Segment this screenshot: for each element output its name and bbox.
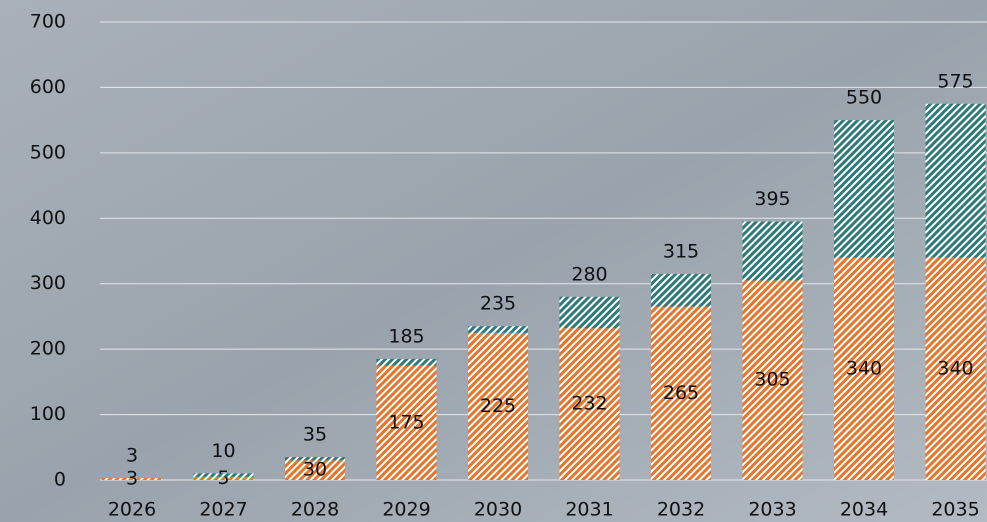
bar-label: 232 — [571, 393, 607, 415]
bar-label: 265 — [663, 382, 699, 404]
x-tick-label: 2034 — [840, 499, 888, 521]
bar-label: 225 — [480, 395, 516, 417]
y-tick-label: 0 — [54, 469, 66, 491]
bar-segment — [468, 326, 528, 333]
y-tick-label: 200 — [30, 338, 66, 360]
bar-label: 175 — [388, 411, 424, 433]
x-tick-label: 2027 — [199, 499, 247, 521]
y-tick-label: 600 — [30, 76, 66, 98]
total-label: 315 — [663, 240, 699, 262]
bar-segment — [834, 120, 894, 257]
bar-segment — [285, 457, 345, 460]
y-tick-label: 400 — [30, 207, 66, 229]
y-tick-label: 300 — [30, 272, 66, 294]
y-tick-label: 700 — [30, 11, 66, 33]
bar-segment — [743, 222, 803, 281]
bar-label: 5 — [217, 467, 229, 489]
total-label: 235 — [480, 293, 516, 315]
total-label: 10 — [211, 440, 235, 462]
total-label: 280 — [571, 263, 607, 285]
bar-label: 305 — [754, 369, 790, 391]
total-label: 395 — [754, 188, 790, 210]
total-label: 550 — [846, 87, 882, 109]
bar-label: 3 — [126, 468, 138, 490]
x-tick-label: 2031 — [565, 499, 613, 521]
total-label: 3 — [126, 445, 138, 467]
x-tick-label: 2030 — [474, 499, 522, 521]
x-tick-label: 2028 — [291, 499, 339, 521]
bar-label: 340 — [846, 357, 882, 379]
x-tick-label: 2029 — [382, 499, 430, 521]
bar-label: 340 — [937, 357, 973, 379]
bar-segment — [194, 473, 254, 476]
y-tick-label: 100 — [30, 403, 66, 425]
x-tick-label: 2035 — [931, 499, 979, 521]
x-tick-label: 2033 — [748, 499, 796, 521]
y-tick-label: 500 — [30, 141, 66, 163]
x-tick-label: 2026 — [108, 499, 156, 521]
total-label: 185 — [388, 325, 424, 347]
x-tick-label: 2032 — [657, 499, 705, 521]
total-label: 35 — [303, 424, 327, 446]
bar-segment — [926, 104, 986, 258]
bar-segment — [651, 274, 711, 307]
total-label: 575 — [937, 70, 973, 92]
bar-segment — [377, 359, 437, 366]
bar-segment — [560, 297, 620, 328]
chart: 0 100 200 300 400 500 600 700 33 2026 5 10 2027 30 35 2… — [0, 0, 987, 522]
bar-label: 30 — [303, 459, 327, 481]
